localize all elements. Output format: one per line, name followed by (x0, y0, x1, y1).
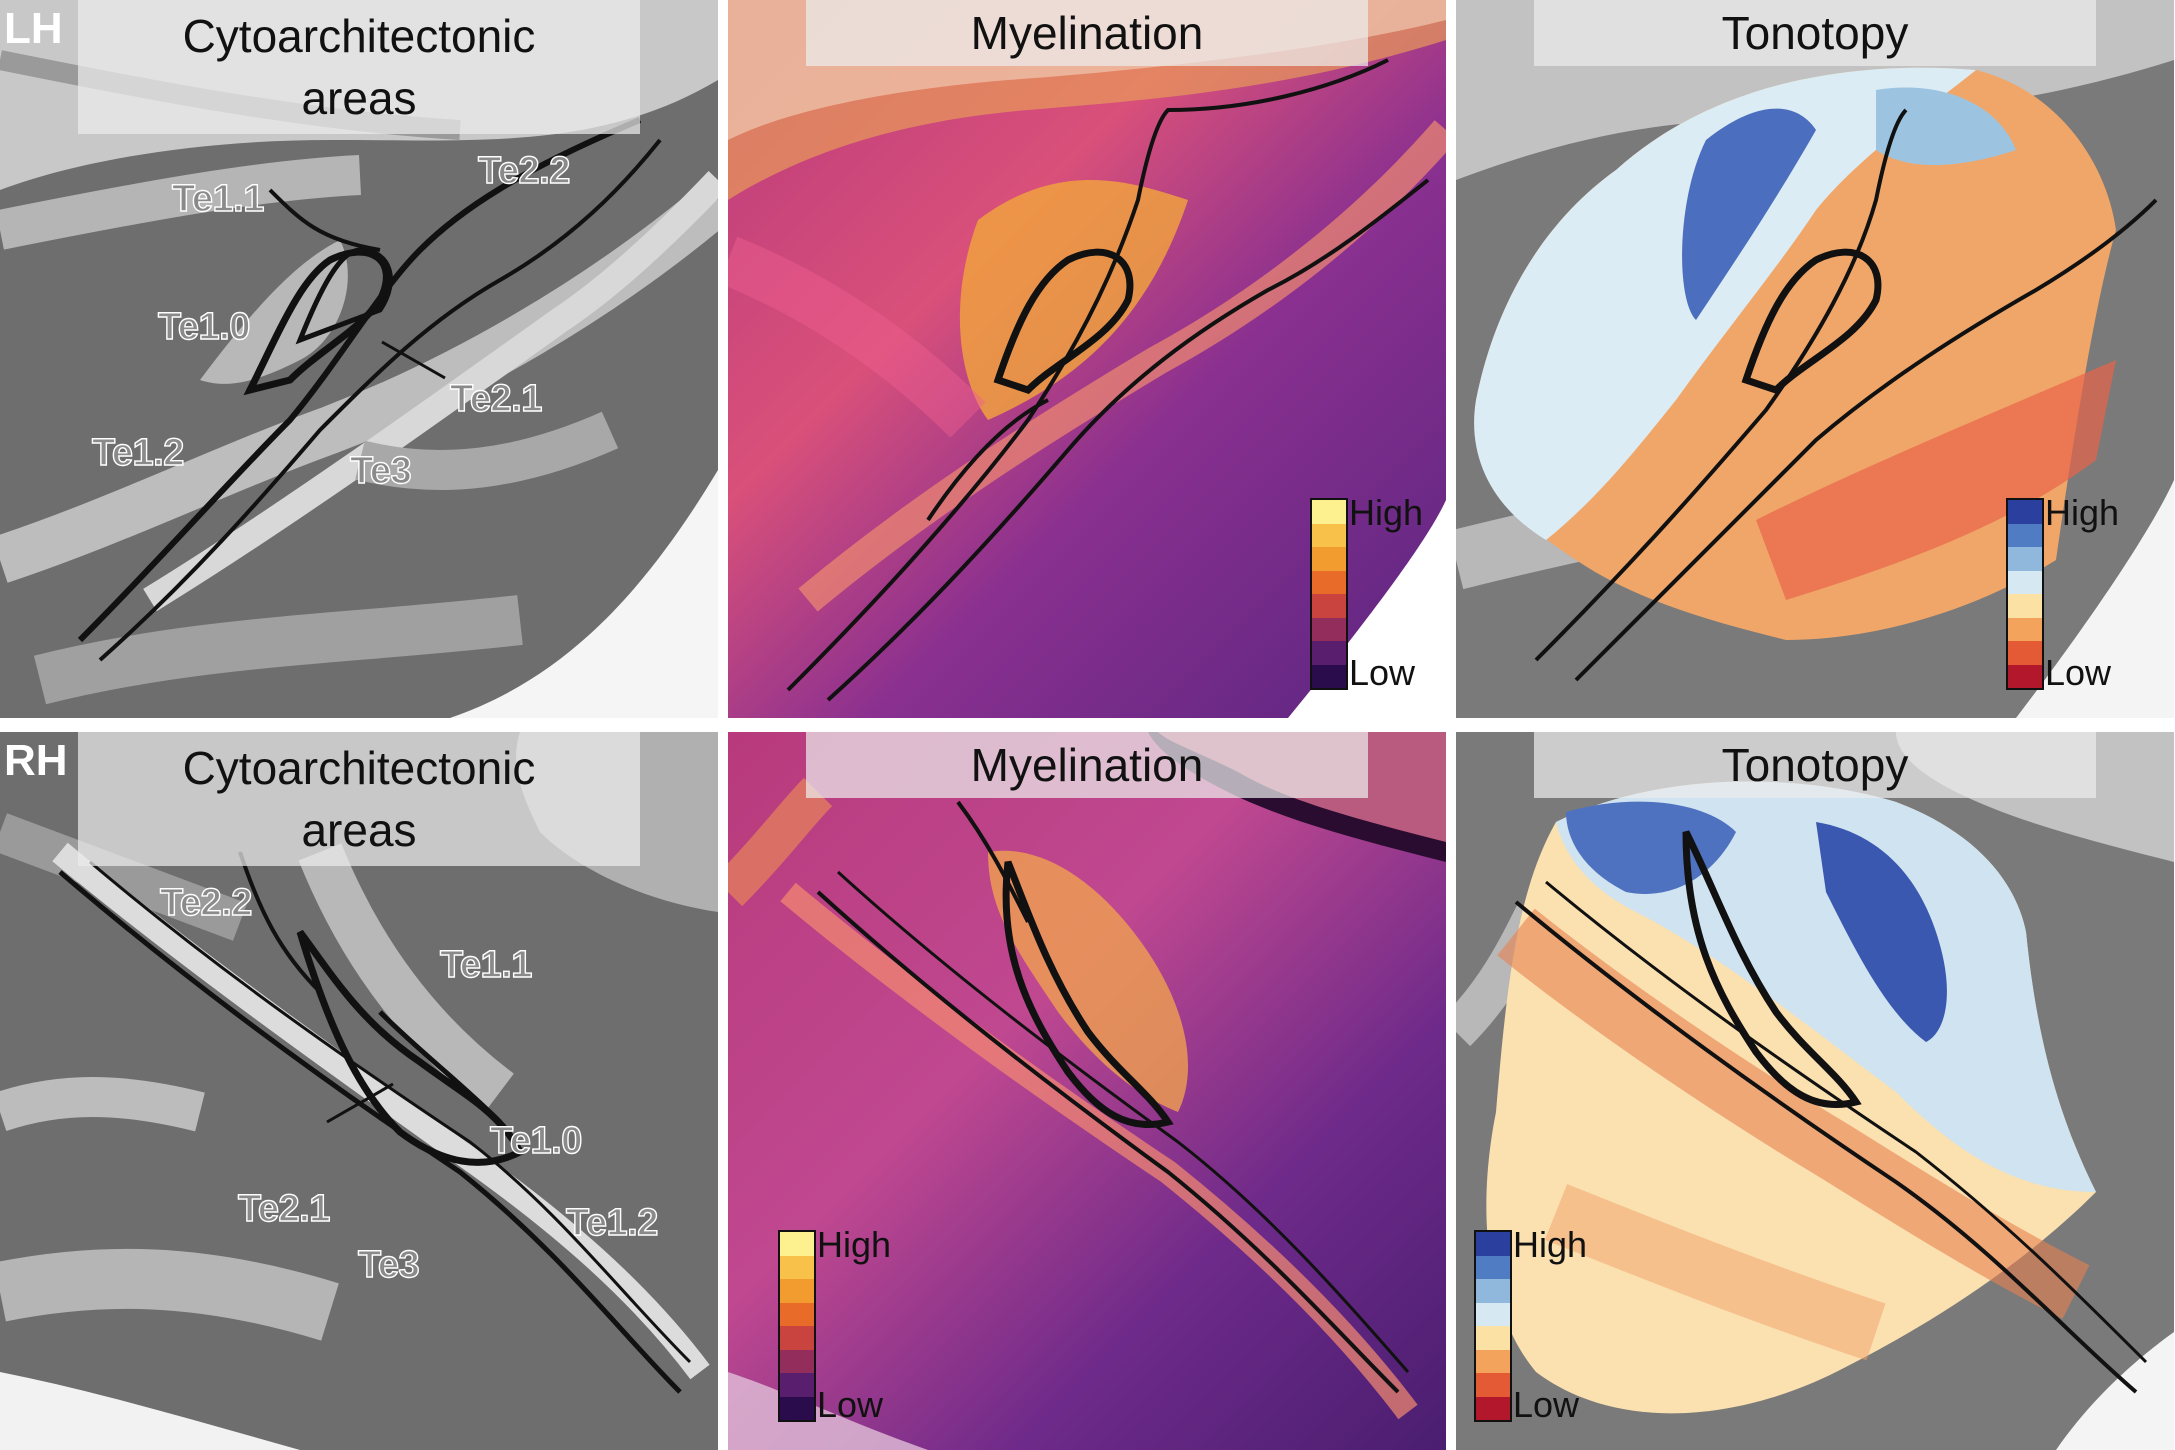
rh-cyto-title: Cytoarchitectonic areas (78, 732, 640, 866)
area-label-te1-0: Te1.0 (489, 1119, 583, 1162)
lh-tono-legend-low: Low (2045, 652, 2112, 693)
legend-swatch (1312, 641, 1346, 665)
lh-myelin-legend-low: Low (1349, 652, 1416, 693)
legend-swatch (780, 1349, 814, 1373)
legend-swatch (780, 1255, 814, 1279)
lh-tono-surface (1456, 0, 2174, 718)
legend-swatch (1476, 1396, 1510, 1420)
lh-myelin-legend-high: High (1349, 492, 1424, 533)
rh-tono-panel: Tonotopy High Low (1456, 732, 2174, 1450)
area-label-te2-2: Te2.2 (477, 149, 571, 192)
rh-tono-title: Tonotopy (1534, 732, 2096, 798)
rh-hemisphere-label: RH (4, 736, 68, 785)
legend-swatch (1476, 1349, 1510, 1373)
legend-swatch (2008, 523, 2042, 547)
legend-swatch (2008, 570, 2042, 594)
legend-swatch (1312, 523, 1346, 547)
area-label-te2-1: Te2.1 (449, 377, 543, 420)
legend-swatch (2008, 594, 2042, 618)
legend-swatch (1312, 500, 1346, 524)
area-label-te1-2: Te1.2 (565, 1201, 659, 1244)
lh-cyto-title: Cytoarchitectonic areas (78, 0, 640, 134)
area-label-te2-2: Te2.2 (159, 881, 253, 924)
legend-swatch (1312, 594, 1346, 618)
legend-swatch (1476, 1232, 1510, 1256)
legend-swatch (1476, 1302, 1510, 1326)
area-label-te1-1: Te1.1 (171, 177, 265, 220)
legend-swatch (1476, 1255, 1510, 1279)
rh-tono-legend-low: Low (1513, 1384, 1580, 1425)
area-label-te1-2: Te1.2 (91, 431, 185, 474)
lh-tono-legend-bar (2006, 498, 2044, 690)
legend-swatch (2008, 664, 2042, 688)
lh-tono-legend-high: High (2045, 492, 2120, 533)
lh-cyto-panel: Cytoarchitectonic areas LH Te1.1 Te2.2 Te… (0, 0, 718, 718)
area-label-te2-1: Te2.1 (237, 1187, 331, 1230)
legend-swatch (1312, 547, 1346, 571)
legend-swatch (2008, 641, 2042, 665)
area-label-te3: Te3 (357, 1243, 420, 1286)
rh-tono-legend-bar (1474, 1230, 1512, 1422)
lh-hemisphere-label: LH (4, 4, 63, 53)
legend-swatch (1312, 570, 1346, 594)
legend-swatch (780, 1232, 814, 1256)
legend-swatch (780, 1373, 814, 1397)
legend-swatch (780, 1279, 814, 1303)
rh-myelin-title: Myelination (806, 732, 1368, 798)
lh-myelin-title: Myelination (806, 0, 1368, 66)
area-label-te3: Te3 (349, 449, 412, 492)
area-label-te1-1: Te1.1 (439, 943, 533, 986)
legend-swatch (780, 1326, 814, 1350)
area-label-te1-0: Te1.0 (157, 305, 251, 348)
lh-tono-title: Tonotopy (1534, 0, 2096, 66)
rh-myelin-legend-high: High (817, 1224, 892, 1265)
lh-myelin-panel: Myelination High Low (728, 0, 1446, 718)
rh-myelin-legend-bar (778, 1230, 816, 1422)
rh-tono-legend-high: High (1513, 1224, 1588, 1265)
rh-myelin-surface (728, 732, 1446, 1450)
legend-swatch (2008, 500, 2042, 524)
legend-swatch (1476, 1326, 1510, 1350)
legend-swatch (2008, 617, 2042, 641)
legend-swatch (780, 1396, 814, 1420)
legend-swatch (780, 1302, 814, 1326)
rh-tono-surface (1456, 732, 2174, 1450)
rh-myelin-panel: Myelination High Low (728, 732, 1446, 1450)
legend-swatch (1476, 1279, 1510, 1303)
legend-swatch (2008, 547, 2042, 571)
legend-swatch (1476, 1373, 1510, 1397)
rh-myelin-legend-low: Low (817, 1384, 884, 1425)
lh-tono-panel: Tonotopy High Low (1456, 0, 2174, 718)
legend-swatch (1312, 617, 1346, 641)
legend-swatch (1312, 664, 1346, 688)
lh-myelin-legend-bar (1310, 498, 1348, 690)
rh-cyto-panel: Cytoarchitectonic areas RH Te2.2 Te1.1 Te… (0, 732, 718, 1450)
